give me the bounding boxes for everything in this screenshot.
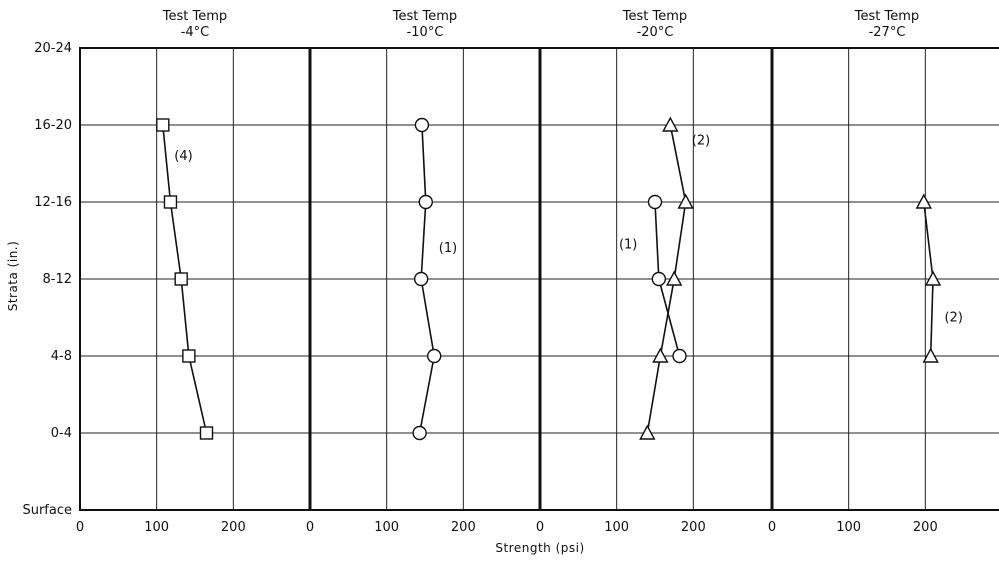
series-annotation: (1) [619, 237, 637, 252]
y-tick-labels: Surface 0-4 4-8 8-12 12-16 16-20 20-24 [22, 41, 72, 518]
triangle-marker [652, 347, 669, 363]
x-axis-title: Strength (psi) [495, 541, 584, 555]
circle-marker [418, 194, 433, 210]
panel-title-temp: -10°C [407, 25, 444, 40]
triangle-marker [677, 193, 694, 209]
series-annotation: (4) [174, 149, 192, 164]
x-tick-label: 0 [768, 520, 776, 535]
data-series: (4) (1) (2) (1) (2) [156, 116, 963, 441]
triangle-marker [639, 424, 656, 440]
panel-title-line1: Test Temp [162, 9, 227, 24]
x-tick-labels: 0 100 200 0 100 200 0 100 200 0 100 200 [76, 520, 938, 535]
triangle-marker [922, 347, 939, 363]
panel-title-line1: Test Temp [854, 9, 919, 24]
triangle-marker [924, 270, 942, 286]
series-annotation: (2) [692, 133, 710, 148]
triangle-marker [915, 193, 932, 209]
series-annotation: (1) [439, 241, 457, 256]
x-tick-label: 100 [604, 520, 629, 535]
x-tick-label: 200 [681, 520, 706, 535]
y-tick-label: 20-24 [34, 41, 72, 56]
x-tick-label: 100 [144, 520, 169, 535]
x-tick-label: 200 [451, 520, 476, 535]
y-tick-label: 8-12 [42, 272, 72, 287]
x-tick-label: 0 [536, 520, 544, 535]
panel-title-temp: -4°C [181, 25, 210, 40]
y-tick-label: Surface [22, 503, 72, 518]
circle-marker [427, 348, 442, 364]
circle-marker [414, 117, 430, 133]
x-tick-label: 100 [374, 520, 399, 535]
x-tick-label: 0 [76, 520, 84, 535]
triangle-marker [662, 116, 679, 132]
panel-title-temp: -20°C [637, 25, 674, 40]
y-tick-label: 0-4 [51, 426, 72, 441]
x-tick-label: 200 [221, 520, 246, 535]
square-marker [182, 349, 196, 363]
y-tick-label: 4-8 [51, 349, 72, 364]
series-annotation: (2) [944, 311, 962, 326]
circle-marker [672, 348, 687, 364]
circle-marker [647, 194, 663, 210]
x-tick-label: 100 [836, 520, 861, 535]
circle-marker [651, 271, 667, 287]
x-tick-label: 200 [913, 520, 938, 535]
y-tick-label: 16-20 [34, 118, 72, 133]
panel-title-temp: -27°C [869, 25, 906, 40]
circle-marker [412, 425, 427, 441]
square-marker [163, 195, 178, 209]
triangle-marker [665, 270, 683, 286]
y-tick-label: 12-16 [34, 195, 72, 210]
square-marker [199, 426, 214, 440]
square-marker [174, 272, 188, 286]
panel-title-line1: Test Temp [392, 9, 457, 24]
y-axis-title: Strata (in.) [6, 241, 20, 312]
square-marker [156, 118, 170, 132]
x-tick-label: 0 [306, 520, 314, 535]
circle-marker [413, 271, 429, 287]
panel-frames [79, 47, 999, 511]
panel-title-line1: Test Temp [622, 9, 687, 24]
